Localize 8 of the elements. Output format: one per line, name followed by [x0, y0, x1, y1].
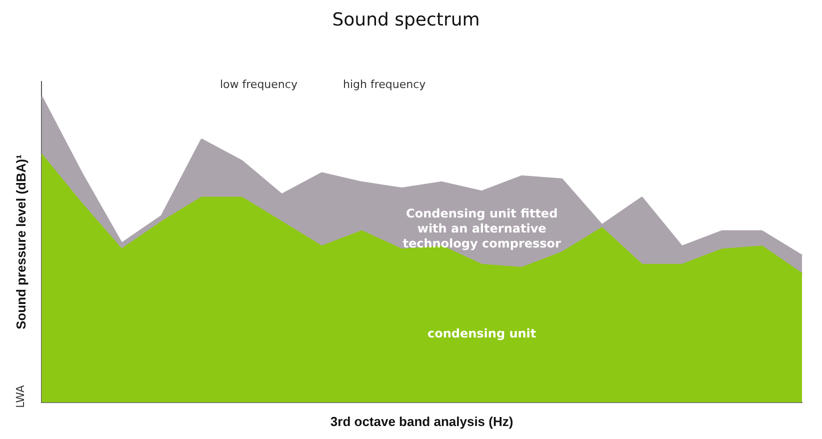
series-label: condensing unit: [427, 326, 536, 341]
series-label: Condensing unit fitted with an alternative technology compressor: [402, 206, 562, 250]
x-axis-title: 3rd octave band analysis (Hz): [330, 414, 514, 429]
chart-title: Sound spectrum: [332, 9, 480, 30]
text: LWA: [14, 385, 27, 408]
y-axis-title: Sound pressure level (dBA)¹: [13, 154, 28, 330]
text: low frequency: [220, 78, 298, 91]
text: high frequency: [343, 78, 426, 91]
